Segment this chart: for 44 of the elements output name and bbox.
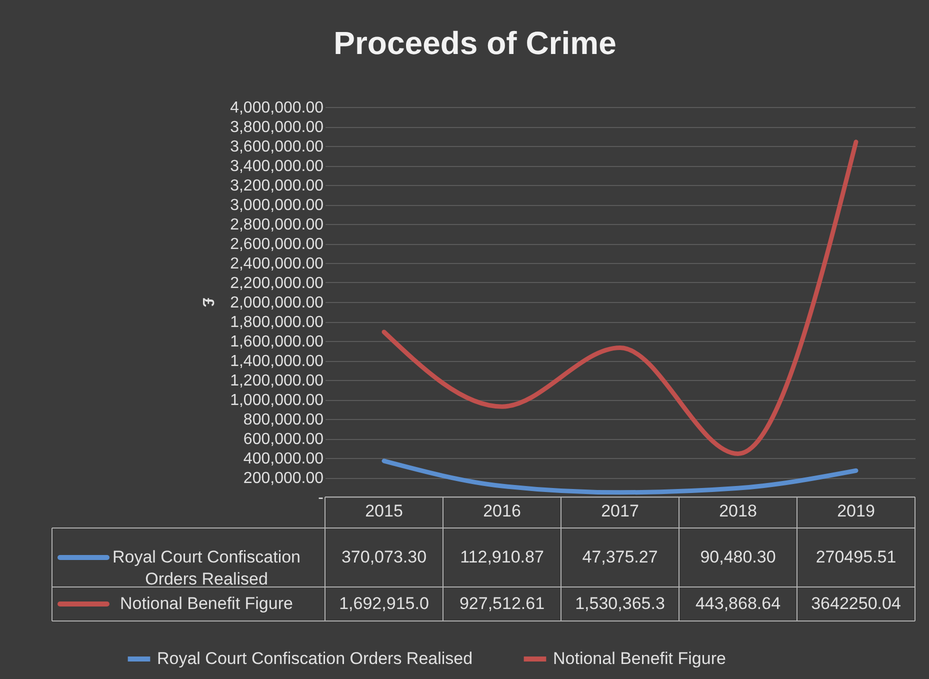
chart-title: Proceeds of Crime (334, 25, 616, 61)
data-label: 927,512.61 (459, 594, 545, 613)
data-label: 1,530,365.3 (575, 594, 665, 613)
y-tick-label: 1,200,000.00 (230, 372, 324, 390)
y-tick-label: - (318, 490, 324, 506)
y-tick-label: 3,000,000.00 (230, 197, 324, 214)
y-tick-label: 3,800,000.00 (230, 119, 324, 136)
y-tick-label: 1,800,000.00 (230, 314, 324, 331)
y-tick-label: 2,400,000.00 (230, 256, 324, 272)
y-tick-label: 600,000.00 (243, 431, 324, 448)
data-label: 90,480.30 (700, 548, 776, 566)
data-label: 370,073.30 (341, 548, 427, 566)
y-tick-label: 2,800,000.00 (230, 216, 324, 234)
text: Notional Benefit Figure (553, 649, 726, 668)
y-tick-label: 2,000,000.00 (230, 294, 324, 312)
legend-label: Notional Benefit Figure (120, 594, 293, 613)
y-tick-label: 1,600,000.00 (230, 334, 324, 350)
data-label: 1,692,915.0 (339, 594, 429, 613)
data-label: 270495.51 (816, 548, 896, 566)
y-tick-label: 2,200,000.00 (230, 275, 324, 292)
x-tick-label: 2017 (601, 502, 639, 520)
legend-label: Royal Court Confiscation Orders Realised (112, 548, 301, 588)
y-tick-label: 2,600,000.00 (230, 236, 324, 253)
data-label: 47,375.27 (582, 548, 658, 566)
y-tick-label: 1,000,000.00 (230, 392, 324, 409)
y-axis-title: £ (199, 298, 216, 308)
y-tick-label: 1,400,000.00 (230, 353, 324, 370)
y-tick-label: 4,000,000.00 (230, 100, 324, 116)
y-tick-label: 200,000.00 (243, 470, 324, 487)
line-series (382, 140, 858, 456)
y-tick-label: 3,200,000.00 (230, 178, 324, 194)
line-series (382, 458, 858, 495)
x-tick-label: 2018 (719, 502, 757, 520)
data-label: 112,910.87 (460, 548, 544, 566)
x-tick-label: 2016 (483, 502, 521, 520)
y-tick-label: 400,000.00 (243, 450, 324, 468)
x-tick-label: 2019 (837, 502, 875, 520)
data-label: 3642250.04 (811, 594, 901, 613)
y-tick-label: 3,400,000.00 (230, 158, 324, 175)
data-label: 443,868.64 (695, 594, 781, 613)
x-tick-label: 2015 (365, 502, 403, 520)
y-tick-label: 800,000.00 (243, 412, 324, 428)
text: Royal Court Confiscation Orders Realised (157, 649, 473, 668)
y-tick-label: 3,600,000.00 (230, 138, 324, 156)
